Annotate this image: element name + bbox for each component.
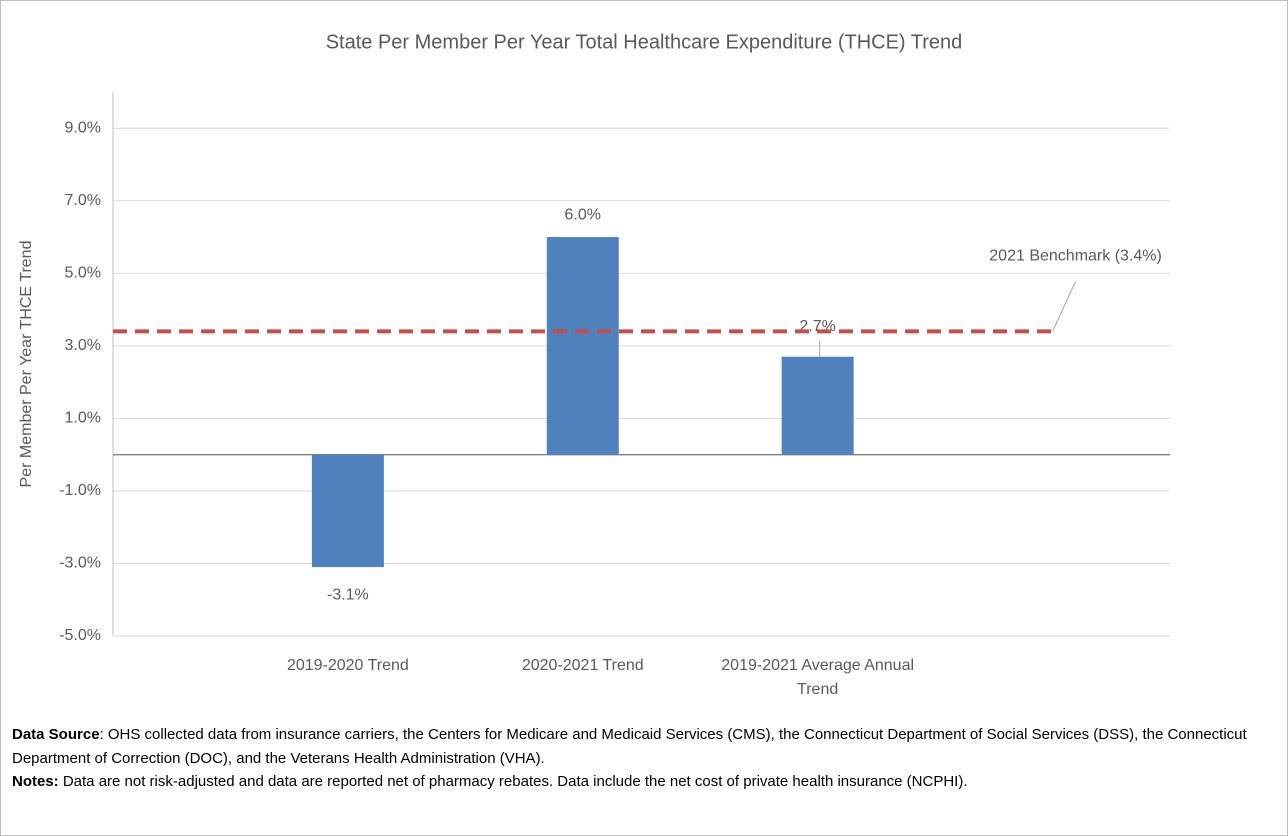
notes: Data are not risk-adjusted and data are … [58,773,968,790]
x-tick-label: 2019-2021 Average Annual Trend [721,657,915,698]
x-tick-label: 2019-2020 Trend [286,657,409,674]
leader-line [1052,281,1077,332]
y-tick-label: 1.0% [65,410,101,427]
chart-title: State Per Member Per Year Total Healthca… [326,31,963,53]
y-tick-label: 5.0% [65,265,101,282]
y-tick-label: 7.0% [65,192,101,209]
bar [781,356,854,455]
chart: State Per Member Per Year Total Healthca… [18,31,1170,644]
x-tick-label: 2020-2021 Trend [521,657,644,674]
bar [311,454,384,568]
data-source-label: Data Source [12,726,100,743]
y-tick-label: -3.0% [59,555,101,572]
footer: Data Source: OHS collected data from ins… [12,723,1276,794]
y-tick-label: -1.0% [59,482,101,499]
notes-label: Notes: [12,773,59,790]
y-axis-label: Per Member Per Year THCE Trend [18,241,35,488]
y-tick-label: -5.0% [59,627,101,644]
benchmark-label: 2021 Benchmark (3.4%) [989,248,1162,265]
y-tick-label: 9.0% [65,119,101,136]
data-source: : OHS collected data from insurance carr… [12,726,1247,767]
data-label: 6.0% [565,206,601,223]
bar [546,237,619,455]
y-tick-label: 3.0% [65,337,101,354]
data-label: -3.1% [327,586,369,603]
